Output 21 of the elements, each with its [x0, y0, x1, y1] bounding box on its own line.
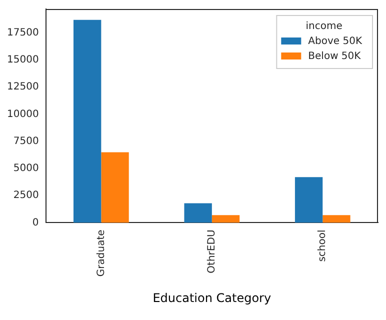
y-tick-label: 12500	[7, 82, 39, 93]
bar	[212, 215, 240, 223]
bar	[101, 152, 129, 223]
bar	[322, 215, 350, 223]
legend-label: Below 50K	[308, 51, 362, 62]
x-axis-title: Education Category	[152, 290, 272, 305]
legend-title: income	[306, 21, 342, 32]
y-tick-label: 0	[32, 217, 39, 228]
x-tick-label: school	[317, 230, 328, 262]
x-tick-label: OthrEDU	[206, 230, 218, 274]
y-tick-label: 2500	[13, 190, 39, 202]
bar	[294, 177, 323, 223]
y-tick-label: 5000	[13, 163, 39, 174]
bar	[184, 203, 212, 223]
y-tick-label: 10000	[7, 108, 39, 120]
y-tick-label: 17500	[7, 27, 39, 38]
y-tick-label: 7500	[13, 136, 39, 147]
x-tick-label: Graduate	[96, 230, 107, 277]
legend-label: Above 50K	[308, 36, 362, 48]
bar	[73, 20, 102, 223]
y-tick-label: 15000	[7, 54, 39, 66]
